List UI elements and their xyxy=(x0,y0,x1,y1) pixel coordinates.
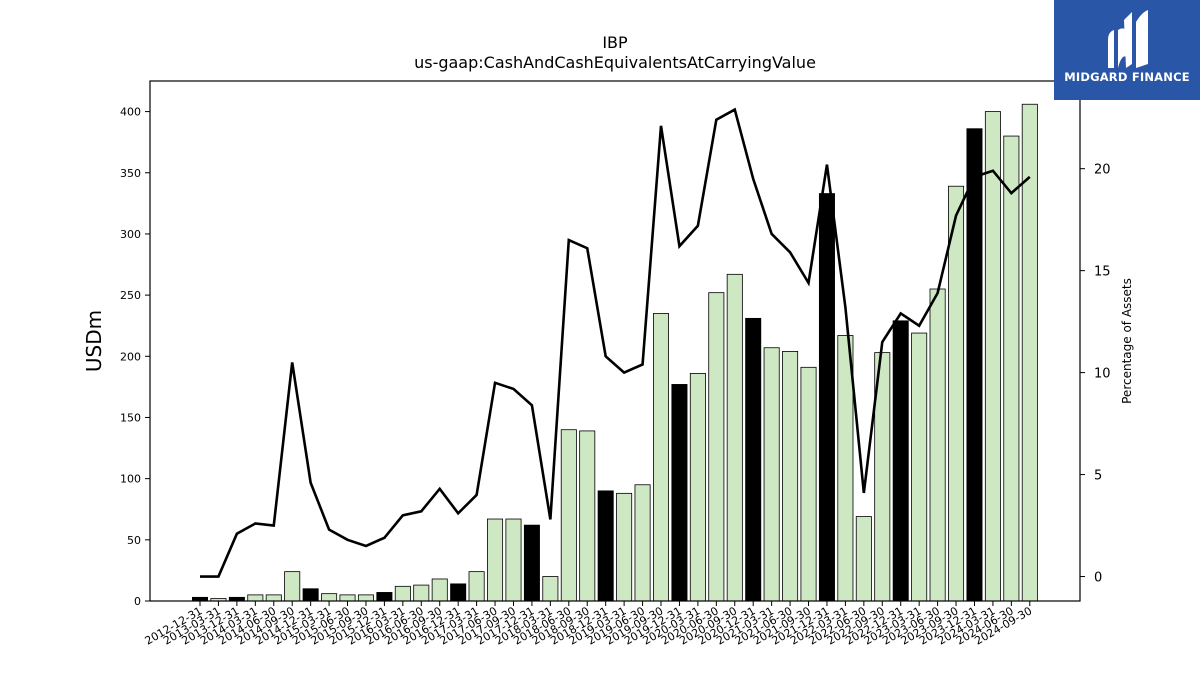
y-tick-label: 100 xyxy=(120,473,141,486)
bar xyxy=(560,429,577,602)
y-tick-label: 0 xyxy=(134,595,141,608)
bar xyxy=(468,571,485,602)
y-right-tick-label: 20 xyxy=(1094,163,1111,178)
y-axis-label: USDm xyxy=(82,310,106,372)
bar xyxy=(634,484,651,602)
bar xyxy=(984,111,1001,602)
bar xyxy=(1003,135,1020,602)
bar xyxy=(339,594,356,602)
y-tick-label: 400 xyxy=(120,106,141,119)
bar xyxy=(616,492,633,602)
bar xyxy=(1021,103,1038,602)
y-right-tick-label: 5 xyxy=(1094,469,1102,484)
bar xyxy=(505,518,522,602)
bar xyxy=(818,193,835,602)
bar xyxy=(653,313,670,602)
bar xyxy=(579,430,596,602)
bar xyxy=(302,588,319,602)
bar xyxy=(542,576,559,602)
bar xyxy=(376,592,393,602)
y-axis-left: 0 50 100 150 200 250 300 350 400 xyxy=(120,106,150,608)
bar xyxy=(855,516,872,602)
bar xyxy=(450,583,467,602)
bar xyxy=(357,594,374,602)
y-axis-right-label: Percentage of Assets xyxy=(1120,278,1134,404)
bar xyxy=(284,571,301,602)
bar xyxy=(487,518,504,602)
midgard-logo-icon xyxy=(1108,10,1148,68)
logo-text: MIDGARD FINANCE xyxy=(1064,70,1190,84)
bar xyxy=(800,366,817,602)
percentage-of-assets-line xyxy=(200,107,1031,578)
y-tick-label: 250 xyxy=(120,289,141,302)
y-right-tick-label: 0 xyxy=(1094,571,1102,586)
y-axis-right: 0 5 10 15 20 xyxy=(1080,163,1111,586)
bar xyxy=(431,578,448,602)
y-tick-label: 150 xyxy=(120,411,141,424)
y-right-tick-label: 15 xyxy=(1094,265,1111,280)
bar xyxy=(321,593,338,602)
bar xyxy=(523,524,540,602)
bar xyxy=(726,273,743,602)
bar xyxy=(763,347,780,602)
plot-frame xyxy=(149,80,1081,602)
bar xyxy=(413,584,430,602)
bar xyxy=(708,292,725,602)
bar xyxy=(782,350,799,602)
y-tick-label: 350 xyxy=(120,167,141,180)
bar xyxy=(265,594,282,602)
bar xyxy=(671,384,688,602)
bar xyxy=(911,332,928,602)
midgard-finance-logo: MIDGARD FINANCE xyxy=(1054,0,1200,100)
y-tick-label: 300 xyxy=(120,228,141,241)
bar xyxy=(745,317,762,602)
y-tick-label: 50 xyxy=(127,534,141,547)
x-axis: 2012-12-312013-03-312013-12-312014-03-31… xyxy=(143,601,1034,648)
bar xyxy=(247,594,264,602)
bar xyxy=(394,585,411,602)
y-right-tick-label: 10 xyxy=(1094,367,1111,382)
bar xyxy=(892,320,909,602)
bar xyxy=(929,288,946,602)
y-tick-label: 200 xyxy=(120,350,141,363)
bar-series xyxy=(191,103,1038,602)
bar xyxy=(689,373,706,602)
bar xyxy=(948,185,965,602)
bar xyxy=(597,490,614,602)
chart-subtitle: us-gaap:CashAndCashEquivalentsAtCarrying… xyxy=(414,53,816,72)
bar xyxy=(837,335,854,602)
bar xyxy=(966,128,983,602)
chart-title: IBP xyxy=(602,33,628,52)
